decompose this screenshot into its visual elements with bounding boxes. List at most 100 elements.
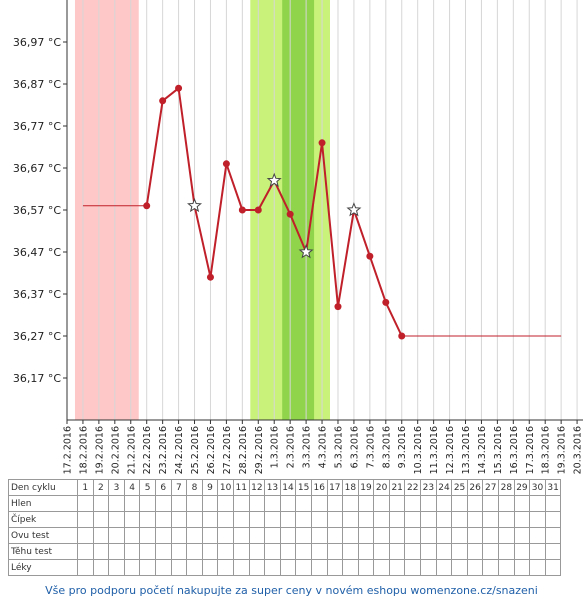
- table-cell: [201, 559, 219, 576]
- table-cell: [186, 527, 203, 544]
- table-cell: 29: [513, 479, 531, 496]
- table-cell: [388, 543, 406, 560]
- table-cell: [513, 559, 531, 576]
- table-cell: [326, 559, 344, 576]
- data-point-star: [298, 244, 314, 259]
- table-cell: 1: [77, 479, 94, 496]
- table-cell: [295, 559, 312, 576]
- x-tick-label: 5.3.2016: [333, 426, 344, 468]
- table-cell: [466, 527, 484, 544]
- cycle-table: Den cyklu 1 2 3 4 5 6 7 8 9 10 11 12 13 14 15 16 17 18 19 20…: [8, 479, 562, 576]
- x-tick-label: 4.3.2016: [318, 426, 329, 468]
- table-cell: [513, 511, 531, 528]
- x-tick-label: 7.3.2016: [365, 426, 376, 468]
- table-cell: [420, 495, 437, 512]
- table-cell: [123, 495, 141, 512]
- x-tick-label: 25.2.2016: [190, 426, 201, 474]
- table-cell: [154, 527, 172, 544]
- table-cell: [123, 559, 141, 576]
- table-cell: [77, 495, 94, 512]
- table-cell: [388, 527, 406, 544]
- table-cell: 6: [154, 479, 172, 496]
- temperature-markers: [143, 84, 406, 340]
- x-tick-label: 3.3.2016: [302, 426, 313, 468]
- table-cell: [108, 559, 125, 576]
- footer-link[interactable]: Vše pro podporu početí nakupujte za supe…: [45, 584, 538, 597]
- table-cell: [451, 559, 468, 576]
- table-cell: [170, 543, 188, 560]
- data-point: [206, 273, 214, 281]
- table-cell: 13: [264, 479, 281, 496]
- table-cell: [264, 495, 281, 512]
- table-cell: 22: [404, 479, 422, 496]
- table-cell: [108, 495, 125, 512]
- table-cell: [264, 527, 281, 544]
- table-cell: 27: [482, 479, 500, 496]
- table-cell: [77, 543, 94, 560]
- table-cell: [435, 511, 453, 528]
- band-menstruation: [74, 0, 139, 420]
- x-tick-label: 16.3.2016: [509, 426, 520, 474]
- data-point-star: [266, 172, 282, 187]
- table-cell: [482, 543, 500, 560]
- table-cell: [217, 527, 234, 544]
- table-cell: 30: [529, 479, 546, 496]
- table-cell: 20: [373, 479, 390, 496]
- table-cell: 2: [92, 479, 110, 496]
- x-tick-label: 23.2.2016: [158, 426, 169, 474]
- table-cell: [544, 527, 562, 544]
- table-cell: [248, 511, 266, 528]
- table-cell: [279, 495, 297, 512]
- x-tick-label: 2.3.2016: [286, 426, 297, 468]
- data-point: [238, 206, 246, 214]
- table-cell: [342, 495, 359, 512]
- x-tick-label: 6.3.2016: [349, 426, 360, 468]
- table-cell: [279, 527, 297, 544]
- x-tick-label: 15.3.2016: [493, 426, 504, 474]
- table-cell: 21: [388, 479, 406, 496]
- table-cell: [373, 495, 390, 512]
- x-tick-label: 17.2.2016: [63, 426, 74, 474]
- table-cell: [404, 527, 422, 544]
- data-point: [382, 298, 390, 306]
- table-cell: [170, 527, 188, 544]
- x-tick-label: 21.2.2016: [126, 426, 137, 474]
- table-cell: [513, 543, 531, 560]
- table-cell: [217, 511, 234, 528]
- table-cell: [123, 511, 141, 528]
- table-cell: [108, 527, 125, 544]
- table-cell: [248, 527, 266, 544]
- y-tick-label: 36,67 °C: [13, 162, 61, 175]
- table-cell: [466, 543, 484, 560]
- table-cell: [357, 543, 375, 560]
- table-cell: 12: [248, 479, 266, 496]
- y-tick-label: 36,47 °C: [13, 246, 61, 259]
- table-cell: [529, 495, 546, 512]
- table-cell: [326, 527, 344, 544]
- table-cell: [435, 543, 453, 560]
- x-tick-label: 8.3.2016: [381, 426, 392, 468]
- table-cell: [139, 511, 156, 528]
- row-label: Těhu test: [8, 543, 78, 560]
- table-cell: 19: [357, 479, 375, 496]
- table-cell: 31: [544, 479, 562, 496]
- table-cell: [295, 527, 312, 544]
- y-tick-label: 36,27 °C: [13, 330, 61, 343]
- table-cell: 11: [232, 479, 250, 496]
- table-cell: [154, 559, 172, 576]
- table-cell: [186, 511, 203, 528]
- y-tick-label: 36,57 °C: [13, 204, 61, 217]
- data-point: [175, 84, 183, 92]
- table-cell: [201, 527, 219, 544]
- table-cell: [420, 543, 437, 560]
- table-cell: [498, 495, 515, 512]
- table-cell: [139, 527, 156, 544]
- table-cell: [139, 543, 156, 560]
- table-cell: [310, 559, 328, 576]
- table-cell: [529, 559, 546, 576]
- data-point-star: [346, 202, 362, 217]
- x-tick-label: 20.3.2016: [573, 426, 583, 474]
- table-cell: [123, 527, 141, 544]
- table-cell: [77, 527, 94, 544]
- table-cell: [92, 559, 110, 576]
